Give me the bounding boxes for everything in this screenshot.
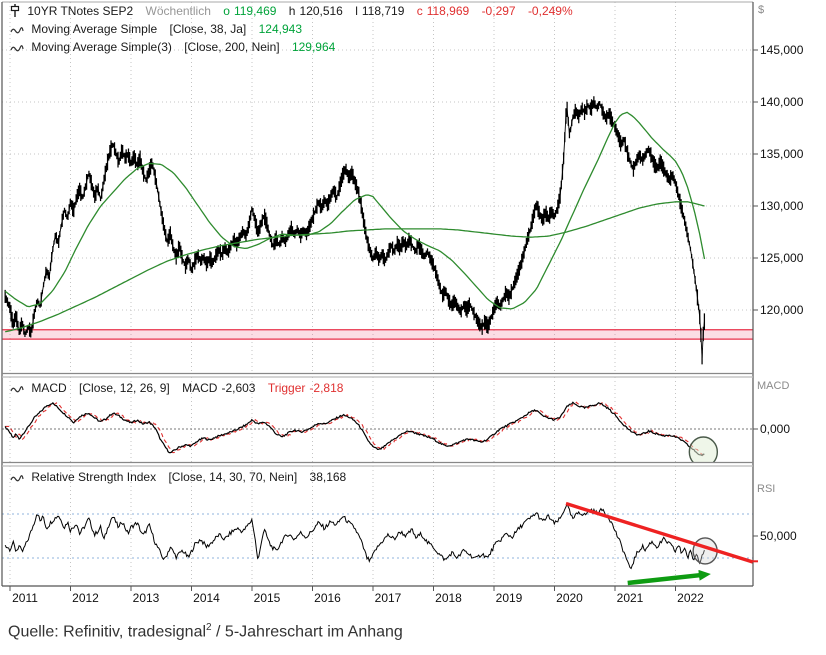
- line-indicator-icon: [10, 24, 24, 39]
- x-axis-year-label[interactable]: 2019: [496, 591, 523, 605]
- ma38-header[interactable]: Moving Average Simple [Close, 38, Ja] 12…: [10, 22, 302, 39]
- x-axis-year-label[interactable]: 2015: [254, 591, 281, 605]
- high-value: 120,516: [299, 4, 343, 18]
- price-axis-tick-label[interactable]: 140,000: [760, 95, 804, 109]
- caption-superscript: 2: [206, 622, 212, 633]
- x-axis-year-label[interactable]: 2018: [435, 591, 462, 605]
- price-axis-unit[interactable]: $: [758, 4, 765, 16]
- rsi-params: [Close, 14, 30, 70, Nein]: [168, 470, 298, 484]
- x-axis-year-label[interactable]: 2013: [133, 591, 160, 605]
- price-axis-tick-label[interactable]: 130,000: [760, 199, 804, 213]
- ma38-value: 124,943: [258, 22, 302, 36]
- macd-axis-tick-label[interactable]: 0,000: [760, 422, 790, 436]
- low-label: l: [355, 4, 358, 18]
- chart-frame: [1, 1, 754, 587]
- support-zone-band[interactable]: [2, 329, 753, 340]
- macd-params: [Close, 12, 26, 9]: [79, 381, 170, 395]
- macd-value: -2,603: [221, 381, 256, 395]
- axes-labels: 145,000 140,000 135,000 130,000 125,000 120,0…: [9, 43, 804, 605]
- trigger-label: Trigger: [267, 381, 306, 395]
- price-panel[interactable]: [2, 96, 753, 365]
- price-bars-icon: [10, 4, 20, 21]
- ma38-line[interactable]: [4, 111, 706, 310]
- macd-line[interactable]: [4, 401, 705, 457]
- high-label: h: [288, 4, 296, 18]
- rsi-green-arrow[interactable]: [627, 569, 711, 586]
- x-axis-year-label[interactable]: 2016: [314, 591, 341, 605]
- x-axis-year-label[interactable]: 2014: [193, 591, 220, 605]
- line-indicator-icon: [10, 42, 24, 57]
- ma200-value: 129,964: [291, 40, 336, 54]
- open-label: o: [223, 4, 230, 18]
- chart-canvas[interactable]: 145,000 140,000 135,000 130,000 125,000 120,0…: [0, 0, 826, 612]
- low-value: 118,719: [361, 4, 405, 18]
- macd-trigger-line[interactable]: [5, 401, 705, 456]
- macd-value-label: MACD: [182, 381, 218, 395]
- close-label: c: [416, 4, 423, 18]
- symbol-label: 10YR TNotes SEP2: [27, 4, 134, 18]
- rsi-name: Relative Strength Index: [31, 470, 157, 484]
- caption-prefix: Quelle: Refinitiv, tradesignal: [8, 623, 207, 641]
- price-axis-tick-label[interactable]: 135,000: [760, 147, 804, 161]
- rsi-axis-tick-label[interactable]: 50,000: [760, 529, 797, 543]
- macd-highlight-circle[interactable]: [688, 436, 719, 467]
- timeframe-label: Wöchentlich: [145, 4, 211, 18]
- ma38-name: Moving Average Simple: [31, 22, 158, 36]
- change-pct: -0,249%: [527, 4, 573, 18]
- macd-header[interactable]: MACD [Close, 12, 26, 9] MACD -2,603 Trigg…: [10, 381, 343, 398]
- line-indicator-icon: [10, 472, 24, 487]
- macd-axis-label[interactable]: MACD: [757, 380, 790, 392]
- close-value: 118,969: [426, 4, 470, 18]
- ma200-line[interactable]: [5, 201, 705, 333]
- x-axis-year-label[interactable]: 2021: [617, 591, 644, 605]
- grid-lines: [2, 2, 753, 586]
- caption-suffix: / 5-Jahreschart im Anhang: [211, 623, 403, 641]
- ma38-params: [Close, 38, Ja]: [169, 22, 247, 36]
- line-indicator-icon: [10, 383, 24, 398]
- price-axis-tick-label[interactable]: 145,000: [760, 43, 804, 57]
- macd-panel[interactable]: [2, 401, 753, 467]
- rsi-panel[interactable]: [2, 501, 754, 586]
- x-axis-year-label[interactable]: 2012: [72, 591, 99, 605]
- price-axis-tick-label[interactable]: 125,000: [760, 251, 804, 265]
- change-abs: -0,297: [481, 4, 516, 18]
- panel-splitter-rsi[interactable]: [2, 462, 753, 466]
- x-axis-year-label[interactable]: 2011: [12, 591, 38, 605]
- trigger-value: -2,818: [309, 381, 344, 395]
- rsi-value: 38,168: [309, 470, 347, 484]
- rsi-header[interactable]: Relative Strength Index [Close, 14, 30, …: [10, 470, 346, 487]
- ma200-name: Moving Average Simple(3): [31, 40, 172, 54]
- x-axis-year-label[interactable]: 2022: [677, 591, 704, 605]
- price-close-line: [4, 101, 705, 359]
- source-caption: Quelle: Refinitiv, tradesignal2 / 5-Jahr…: [8, 622, 403, 641]
- open-value: 119,469: [233, 4, 277, 18]
- price-axis-tick-label[interactable]: 120,000: [760, 303, 804, 317]
- macd-name: MACD: [31, 381, 67, 395]
- ma200-params: [Close, 200, Nein]: [184, 40, 280, 54]
- x-axis-year-label[interactable]: 2020: [556, 591, 583, 605]
- rsi-axis-label[interactable]: RSI: [757, 483, 776, 495]
- x-axis-year-label[interactable]: 2017: [375, 591, 402, 605]
- ma200-header[interactable]: Moving Average Simple(3) [Close, 200, Ne…: [10, 40, 335, 57]
- rsi-downtrend-line[interactable]: [565, 501, 754, 564]
- panel-splitter-macd[interactable]: [2, 373, 753, 377]
